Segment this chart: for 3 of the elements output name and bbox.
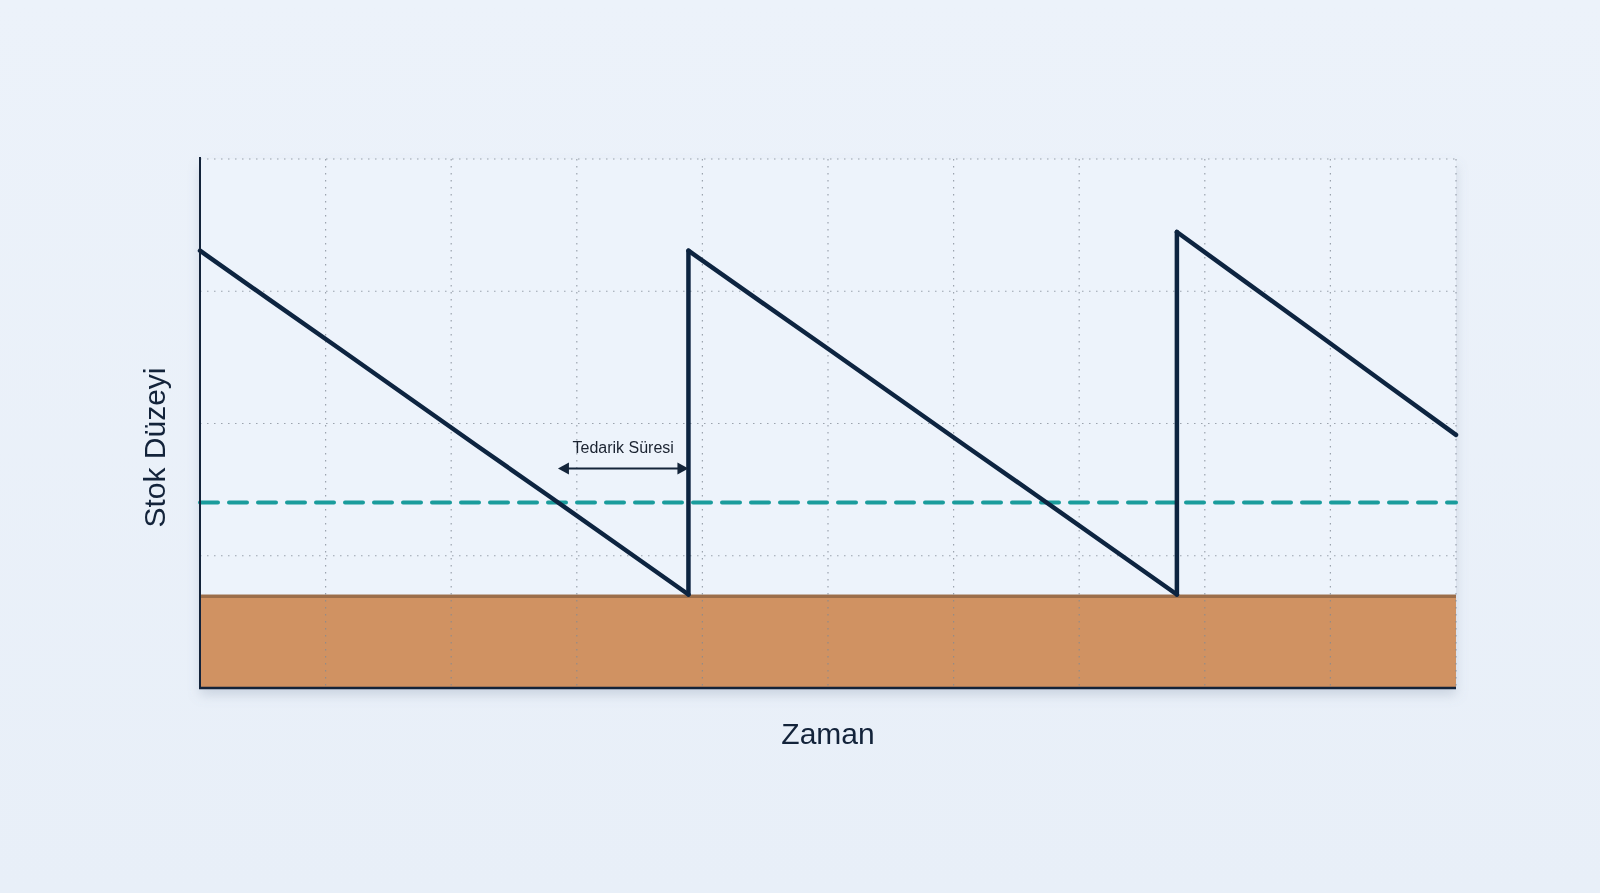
y-axis-title: Stok Düzeyi: [137, 367, 171, 528]
x-axis-title: Zaman: [781, 716, 875, 750]
annotation: Tedarik Süresi: [572, 438, 674, 456]
